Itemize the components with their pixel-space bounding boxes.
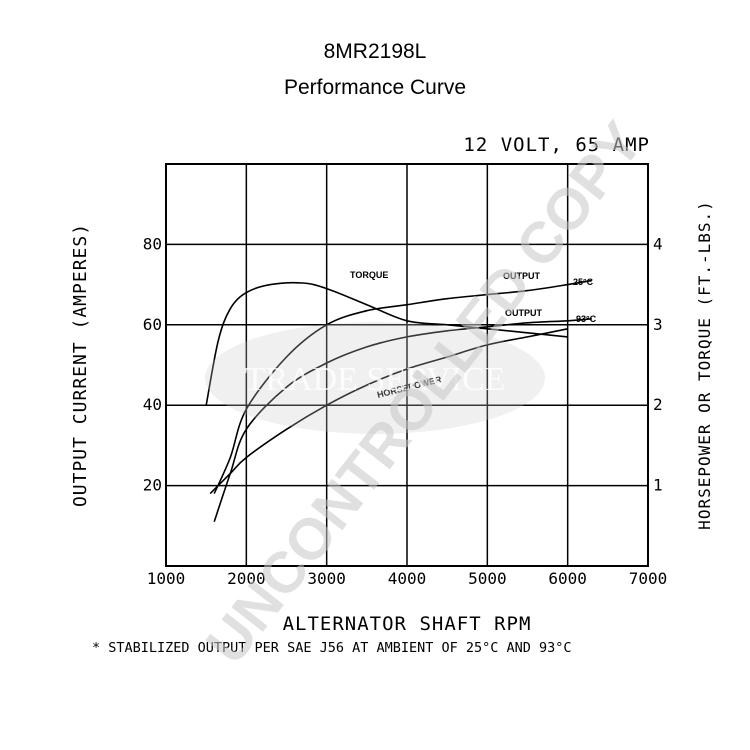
y-right-tick-label: 4 — [653, 234, 663, 253]
y-left-tick-label: 60 — [143, 315, 162, 334]
y-right-tick-label: 2 — [653, 395, 663, 414]
series-line-output-25-c — [213, 279, 592, 494]
x-tick-label: 5000 — [468, 569, 507, 588]
y-right-tick-label: 1 — [653, 476, 663, 495]
chart-subtitle: Performance Curve — [283, 76, 467, 99]
footnote: * STABILIZED OUTPUT PER SAE J56 AT AMBIE… — [92, 640, 572, 656]
x-tick-label: 2000 — [227, 569, 266, 588]
x-tick-label: 7000 — [629, 569, 668, 588]
series-line-torque — [205, 281, 568, 406]
x-tick-label: 6000 — [548, 569, 587, 588]
y-left-tick-label: 80 — [143, 234, 162, 253]
y-right-tick-label: 3 — [653, 315, 663, 334]
y-left-tick-label: 20 — [143, 476, 162, 495]
y-left-tick-label: 40 — [143, 395, 162, 414]
x-tick-label: 4000 — [388, 569, 427, 588]
y-right-axis-label: HORSEPOWER OR TORQUE (FT.-LBS.) — [695, 200, 714, 530]
rating-label: 12 VOLT, 65 AMP — [463, 134, 650, 156]
x-axis-label: ALTERNATOR SHAFT RPM — [283, 613, 532, 635]
series-line-horsepower — [209, 328, 568, 495]
output-25-label: OUTPUT — [503, 271, 541, 281]
temp-25-label: 25°C — [573, 277, 594, 287]
x-tick-label: 3000 — [307, 569, 346, 588]
x-tick-label: 1000 — [147, 569, 186, 588]
torque-label: TORQUE — [350, 270, 388, 280]
chart-title: 8MR2198L — [323, 40, 427, 63]
output-93-label: OUTPUT — [505, 308, 543, 318]
series-line-output-93-c — [213, 318, 592, 523]
y-left-axis-label: OUTPUT CURRENT (AMPERES) — [70, 223, 91, 507]
watermark-logo-text: TRADE SERVICE — [245, 361, 506, 398]
watermark-logo-oval — [205, 322, 545, 434]
temp-93-label: 93°C — [576, 314, 597, 324]
